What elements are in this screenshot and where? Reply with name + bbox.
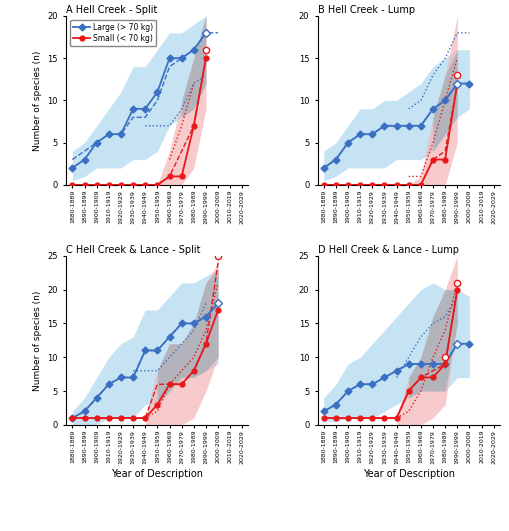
Text: D Hell Creek & Lance - Lump: D Hell Creek & Lance - Lump (317, 245, 458, 255)
X-axis label: Year of Description: Year of Description (362, 469, 454, 479)
Legend: Large (> 70 kg), Small (< 70 kg): Large (> 70 kg), Small (< 70 kg) (70, 20, 156, 46)
Y-axis label: Number of species (n): Number of species (n) (33, 290, 42, 390)
Y-axis label: Number of species (n): Number of species (n) (33, 50, 42, 151)
Text: A Hell Creek - Split: A Hell Creek - Split (66, 5, 157, 15)
Text: B Hell Creek - Lump: B Hell Creek - Lump (317, 5, 414, 15)
Text: C Hell Creek & Lance - Split: C Hell Creek & Lance - Split (66, 245, 201, 255)
X-axis label: Year of Description: Year of Description (111, 469, 203, 479)
